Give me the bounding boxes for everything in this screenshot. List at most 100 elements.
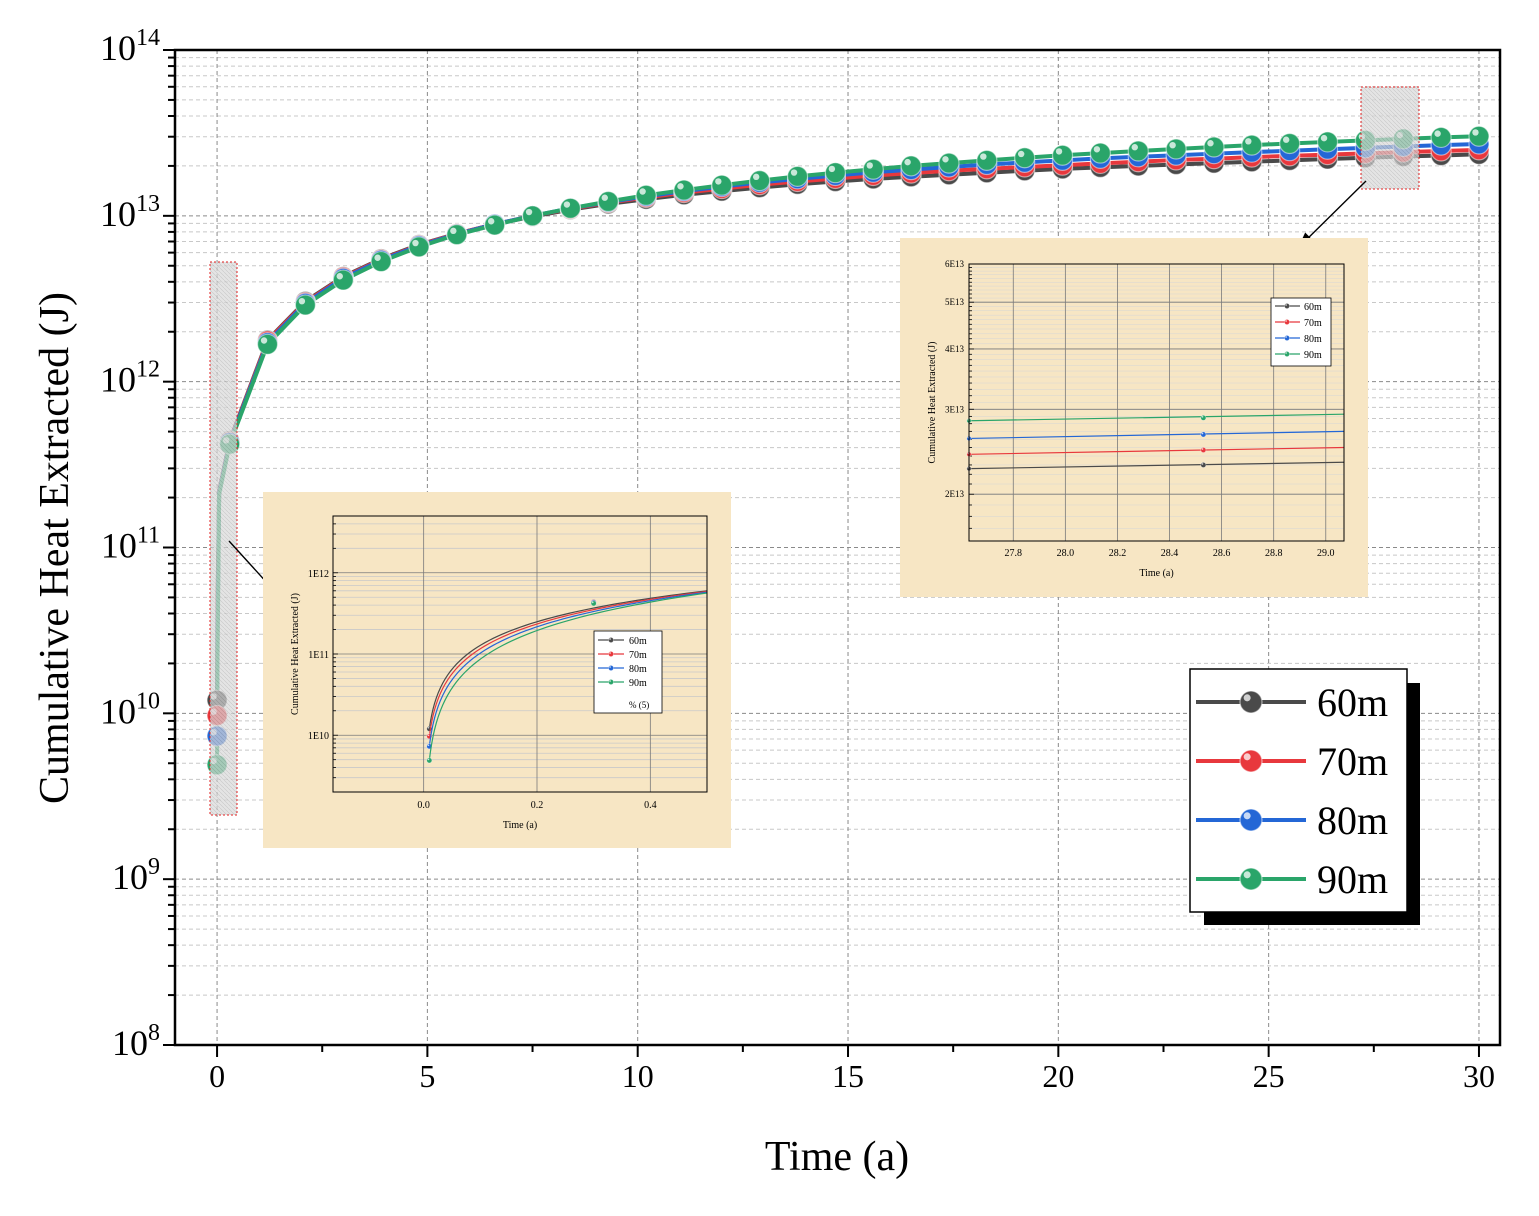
marker-90m-highlight (1434, 130, 1441, 137)
inset-left-legend-marker-highlight (609, 680, 611, 682)
marker-90m (294, 294, 316, 316)
marker-90m-highlight (1282, 136, 1290, 143)
inset-left-legend-marker (608, 679, 614, 685)
inset-left-marker-90m-start (426, 757, 433, 764)
inset-left-legend: 60m 70m 80m 90m % (5) (593, 630, 663, 714)
main-legend-marker-highlight (1243, 694, 1251, 702)
inset-left-marker-90m-start-highlight (427, 758, 430, 761)
y-tick-label: 108 (112, 1020, 160, 1063)
y-tick-label: 109 (112, 854, 160, 897)
inset-right-marker-70m (1200, 447, 1207, 453)
y-tick-base: 10 (100, 28, 136, 68)
marker-90m-highlight (1320, 134, 1328, 142)
marker-90m-highlight (828, 165, 836, 173)
marker-90m-highlight (601, 194, 608, 201)
inset-right-marker-60m-highlight (1201, 463, 1204, 465)
marker-90m (786, 165, 809, 187)
marker-90m (1051, 144, 1074, 166)
marker-90m-highlight (260, 337, 268, 344)
main-legend-label: 90m (1317, 857, 1388, 902)
marker-90m-highlight (677, 183, 684, 190)
main-legend-marker-highlight (1243, 812, 1251, 820)
x-axis-label: Time (a) (765, 1134, 909, 1180)
marker-90m (635, 184, 657, 206)
inset-right-x-tick-label: 28.6 (1213, 548, 1231, 559)
marker-90m-highlight (980, 153, 987, 160)
inset-right-legend-label: 80m (1304, 334, 1322, 345)
marker-90m (1089, 142, 1111, 164)
inset-right-legend-marker-highlight (1285, 336, 1287, 338)
y-tick-label: 1014 (100, 25, 160, 68)
y-tick-base: 10 (112, 857, 148, 897)
y-tick-exponent: 11 (137, 523, 160, 549)
x-tick-label: 25 (1253, 1058, 1285, 1094)
main-legend-label: 60m (1317, 680, 1388, 725)
inset-left-frame (332, 515, 708, 793)
inset-left-y-tick-label: 1E10 (308, 731, 329, 742)
inset-left-legend-marker-highlight (609, 666, 611, 668)
marker-90m (862, 158, 884, 180)
marker-90m-highlight (1207, 140, 1214, 147)
main-legend-box (1189, 668, 1408, 913)
marker-90m-highlight (525, 208, 533, 216)
inset-right-x-axis-label: Time (a) (1139, 568, 1173, 579)
inset-left-line-60m (428, 590, 708, 729)
inset-right-marker-80m (1200, 431, 1207, 438)
marker-90m-highlight (487, 218, 495, 225)
inset-right-chart: 27.8 28.0 28.2 28.4 28.6 28.8 29.0 2E13 3E13 4E13… (900, 238, 1368, 597)
marker-90m (1165, 138, 1187, 160)
inset-left-line-70m (428, 590, 708, 737)
inset-right-marker-70m-highlight (1201, 448, 1204, 450)
y-tick-label: 1011 (101, 523, 160, 566)
zoom-box-left (209, 261, 238, 816)
y-tick-base: 10 (101, 526, 137, 566)
marker-90m-highlight (298, 297, 306, 305)
marker-90m-highlight (715, 178, 722, 185)
marker-90m (1014, 147, 1036, 169)
inset-left-line-90m (428, 592, 708, 761)
inset-right-legend-marker (1284, 351, 1290, 357)
inset-right-y-tick-label: 4E13 (945, 344, 964, 354)
inset-right-legend-marker (1284, 319, 1290, 325)
marker-90m-highlight (790, 169, 798, 176)
inset-right-legend-marker-highlight (1285, 304, 1287, 306)
marker-90m-highlight (1017, 150, 1025, 158)
marker-90m (559, 197, 581, 219)
marker-90m-highlight (450, 227, 457, 235)
marker-90m-highlight (1131, 144, 1138, 151)
inset-right-legend-marker-highlight (1285, 320, 1287, 322)
inset-right-y-tick-label: 2E13 (945, 489, 964, 499)
marker-90m (1430, 126, 1452, 149)
inset-right-y-tick-label: 3E13 (945, 404, 964, 414)
inset-right-line-70m (968, 446, 1345, 455)
marker-90m-highlight (904, 158, 911, 166)
marker-90m (332, 269, 354, 291)
marker-90m (408, 236, 430, 258)
y-tick-base: 10 (100, 194, 136, 234)
inset-left-marker-80m-start-highlight (427, 744, 430, 747)
y-tick-label: 1010 (100, 688, 160, 731)
marker-90m (711, 174, 733, 196)
y-axis-label: Cumulative Heat Extracted (J) (32, 292, 78, 804)
inset-left-marker-60m-start-highlight (427, 726, 430, 729)
marker-90m (370, 250, 392, 273)
inset-left-legend-label: 60m (629, 636, 647, 647)
main-legend: 60m 70m 80m 90m (1189, 668, 1420, 925)
marker-90m (749, 170, 771, 192)
marker-90m (1316, 131, 1339, 153)
x-tick-label: 20 (1042, 1058, 1074, 1094)
inset-left-marker-90m (590, 600, 597, 607)
inset-left-line-80m (428, 591, 708, 747)
y-tick-exponent: 12 (136, 357, 160, 383)
y-tick-base: 10 (112, 1023, 148, 1063)
main-legend-label: 80m (1317, 798, 1388, 843)
marker-90m-highlight (752, 173, 760, 181)
inset-right-marker-60m (1200, 462, 1207, 468)
marker-90m (484, 214, 506, 236)
inset-right-legend-marker (1284, 335, 1290, 341)
main-legend-marker (1239, 749, 1263, 773)
marker-90m-highlight (942, 156, 949, 163)
inset-left-x-tick-label: 0.0 (417, 800, 430, 811)
marker-90m (824, 162, 846, 184)
y-tick-base: 10 (100, 360, 136, 400)
